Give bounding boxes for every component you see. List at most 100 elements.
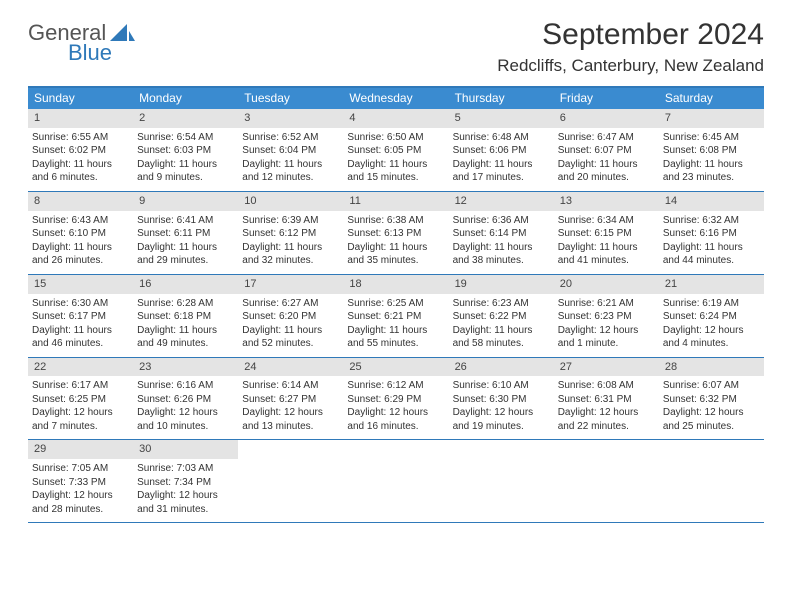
sunset-text: Sunset: 6:29 PM [347, 393, 444, 407]
sunrise-text: Sunrise: 6:30 AM [32, 297, 129, 311]
day-number: 13 [554, 192, 659, 211]
calendar-cell [449, 440, 554, 522]
daylight-text: Daylight: 12 hours and 4 minutes. [663, 324, 760, 351]
day-number: 8 [28, 192, 133, 211]
sunrise-text: Sunrise: 6:41 AM [137, 214, 234, 228]
day-header: Saturday [659, 88, 764, 109]
calendar-cell: 18Sunrise: 6:25 AMSunset: 6:21 PMDayligh… [343, 275, 448, 357]
day-number: 4 [343, 109, 448, 128]
calendar-cell: 10Sunrise: 6:39 AMSunset: 6:12 PMDayligh… [238, 192, 343, 274]
day-number: 11 [343, 192, 448, 211]
daylight-text: Daylight: 11 hours and 52 minutes. [242, 324, 339, 351]
day-number: 5 [449, 109, 554, 128]
sunrise-text: Sunrise: 6:50 AM [347, 131, 444, 145]
sunset-text: Sunset: 6:17 PM [32, 310, 129, 324]
day-header: Wednesday [343, 88, 448, 109]
sunrise-text: Sunrise: 6:27 AM [242, 297, 339, 311]
day-number: 3 [238, 109, 343, 128]
sunset-text: Sunset: 6:11 PM [137, 227, 234, 241]
sunset-text: Sunset: 7:34 PM [137, 476, 234, 490]
day-number: 27 [554, 358, 659, 377]
sunset-text: Sunset: 6:22 PM [453, 310, 550, 324]
weeks-container: 1Sunrise: 6:55 AMSunset: 6:02 PMDaylight… [28, 109, 764, 523]
page-subtitle: Redcliffs, Canterbury, New Zealand [497, 56, 764, 76]
daylight-text: Daylight: 11 hours and 9 minutes. [137, 158, 234, 185]
daylight-text: Daylight: 11 hours and 55 minutes. [347, 324, 444, 351]
calendar-cell [343, 440, 448, 522]
sunrise-text: Sunrise: 7:05 AM [32, 462, 129, 476]
sunset-text: Sunset: 6:12 PM [242, 227, 339, 241]
calendar-cell: 13Sunrise: 6:34 AMSunset: 6:15 PMDayligh… [554, 192, 659, 274]
logo-sail-icon [110, 24, 136, 42]
day-number: 20 [554, 275, 659, 294]
daylight-text: Daylight: 11 hours and 35 minutes. [347, 241, 444, 268]
sunset-text: Sunset: 6:25 PM [32, 393, 129, 407]
sunset-text: Sunset: 6:04 PM [242, 144, 339, 158]
day-number: 12 [449, 192, 554, 211]
day-header: Sunday [28, 88, 133, 109]
sunset-text: Sunset: 6:30 PM [453, 393, 550, 407]
daylight-text: Daylight: 12 hours and 25 minutes. [663, 406, 760, 433]
day-header: Tuesday [238, 88, 343, 109]
daylight-text: Daylight: 12 hours and 22 minutes. [558, 406, 655, 433]
daylight-text: Daylight: 11 hours and 32 minutes. [242, 241, 339, 268]
day-number: 9 [133, 192, 238, 211]
day-header: Friday [554, 88, 659, 109]
day-number [554, 440, 659, 459]
calendar-cell: 12Sunrise: 6:36 AMSunset: 6:14 PMDayligh… [449, 192, 554, 274]
daylight-text: Daylight: 12 hours and 31 minutes. [137, 489, 234, 516]
calendar-cell: 30Sunrise: 7:03 AMSunset: 7:34 PMDayligh… [133, 440, 238, 522]
calendar-cell: 6Sunrise: 6:47 AMSunset: 6:07 PMDaylight… [554, 109, 659, 191]
sunrise-text: Sunrise: 6:39 AM [242, 214, 339, 228]
calendar-week: 15Sunrise: 6:30 AMSunset: 6:17 PMDayligh… [28, 275, 764, 358]
sunrise-text: Sunrise: 6:28 AM [137, 297, 234, 311]
sunset-text: Sunset: 7:33 PM [32, 476, 129, 490]
calendar-cell: 7Sunrise: 6:45 AMSunset: 6:08 PMDaylight… [659, 109, 764, 191]
sunset-text: Sunset: 6:24 PM [663, 310, 760, 324]
logo-text-blue: Blue [68, 42, 112, 64]
day-header: Monday [133, 88, 238, 109]
daylight-text: Daylight: 11 hours and 20 minutes. [558, 158, 655, 185]
calendar-week: 29Sunrise: 7:05 AMSunset: 7:33 PMDayligh… [28, 440, 764, 523]
daylight-text: Daylight: 11 hours and 58 minutes. [453, 324, 550, 351]
sunset-text: Sunset: 6:16 PM [663, 227, 760, 241]
daylight-text: Daylight: 12 hours and 16 minutes. [347, 406, 444, 433]
sunrise-text: Sunrise: 6:10 AM [453, 379, 550, 393]
daylight-text: Daylight: 11 hours and 15 minutes. [347, 158, 444, 185]
day-number [449, 440, 554, 459]
sunrise-text: Sunrise: 6:07 AM [663, 379, 760, 393]
sunrise-text: Sunrise: 6:17 AM [32, 379, 129, 393]
daylight-text: Daylight: 11 hours and 17 minutes. [453, 158, 550, 185]
sunrise-text: Sunrise: 6:34 AM [558, 214, 655, 228]
day-number [659, 440, 764, 459]
day-number: 17 [238, 275, 343, 294]
day-number: 25 [343, 358, 448, 377]
sunset-text: Sunset: 6:06 PM [453, 144, 550, 158]
day-number: 14 [659, 192, 764, 211]
calendar-week: 1Sunrise: 6:55 AMSunset: 6:02 PMDaylight… [28, 109, 764, 192]
sunrise-text: Sunrise: 6:12 AM [347, 379, 444, 393]
calendar-cell: 21Sunrise: 6:19 AMSunset: 6:24 PMDayligh… [659, 275, 764, 357]
sunset-text: Sunset: 6:15 PM [558, 227, 655, 241]
day-number [238, 440, 343, 459]
sunrise-text: Sunrise: 6:23 AM [453, 297, 550, 311]
daylight-text: Daylight: 11 hours and 49 minutes. [137, 324, 234, 351]
daylight-text: Daylight: 11 hours and 12 minutes. [242, 158, 339, 185]
sunset-text: Sunset: 6:18 PM [137, 310, 234, 324]
day-header: Thursday [449, 88, 554, 109]
day-number: 21 [659, 275, 764, 294]
day-number: 1 [28, 109, 133, 128]
sunrise-text: Sunrise: 6:45 AM [663, 131, 760, 145]
calendar-cell: 14Sunrise: 6:32 AMSunset: 6:16 PMDayligh… [659, 192, 764, 274]
calendar-cell: 5 Sunrise: 6:48 AMSunset: 6:06 PMDaylight… [449, 109, 554, 191]
calendar-cell: 1Sunrise: 6:55 AMSunset: 6:02 PMDaylight… [28, 109, 133, 191]
sunrise-text: Sunrise: 6:48 AM [453, 131, 550, 145]
sunset-text: Sunset: 6:27 PM [242, 393, 339, 407]
calendar-cell: 3Sunrise: 6:52 AMSunset: 6:04 PMDaylight… [238, 109, 343, 191]
daylight-text: Daylight: 11 hours and 6 minutes. [32, 158, 129, 185]
day-number: 22 [28, 358, 133, 377]
sunset-text: Sunset: 6:03 PM [137, 144, 234, 158]
page: General Blue September 2024 Redcliffs, C… [0, 0, 792, 523]
day-number: 16 [133, 275, 238, 294]
daylight-text: Daylight: 12 hours and 19 minutes. [453, 406, 550, 433]
